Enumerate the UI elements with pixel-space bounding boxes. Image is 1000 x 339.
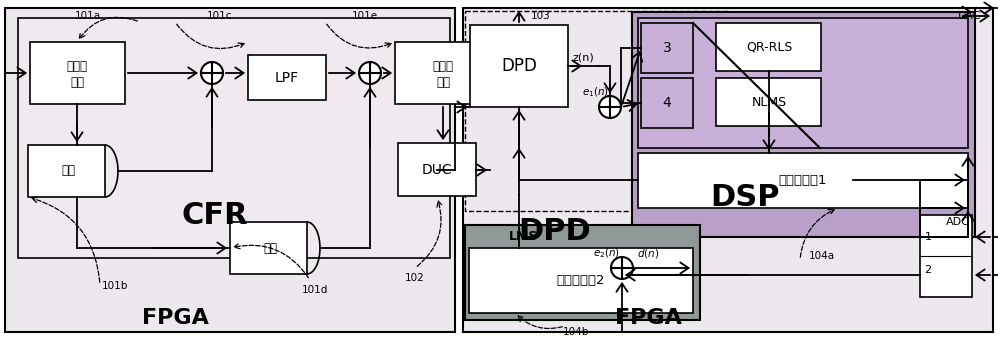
Text: QR-RLS: QR-RLS bbox=[746, 40, 792, 54]
Bar bbox=[465, 225, 700, 320]
Text: 101b: 101b bbox=[102, 281, 128, 291]
Bar bbox=[5, 8, 455, 332]
Text: 101e: 101e bbox=[352, 11, 378, 21]
Text: 自适应算法2: 自适应算法2 bbox=[557, 274, 605, 286]
Bar bbox=[248, 55, 326, 100]
Bar bbox=[638, 18, 968, 148]
Bar bbox=[465, 11, 730, 211]
Bar bbox=[469, 248, 693, 313]
Text: ADC: ADC bbox=[946, 217, 970, 227]
Text: 101a: 101a bbox=[75, 11, 101, 21]
Text: 削峰: 削峰 bbox=[436, 76, 450, 88]
Text: DPD: DPD bbox=[501, 57, 537, 75]
Circle shape bbox=[599, 96, 621, 118]
Bar bbox=[632, 12, 975, 237]
Text: 3: 3 bbox=[663, 41, 671, 55]
Bar bbox=[28, 145, 105, 197]
Bar bbox=[641, 78, 693, 128]
Bar bbox=[395, 42, 490, 104]
Circle shape bbox=[201, 62, 223, 84]
Text: $e_2(n)$: $e_2(n)$ bbox=[593, 246, 621, 260]
Bar bbox=[30, 42, 125, 104]
Text: DAC: DAC bbox=[958, 11, 982, 21]
Bar bbox=[638, 153, 968, 208]
Bar bbox=[463, 8, 993, 332]
Bar bbox=[398, 143, 476, 196]
Text: 1: 1 bbox=[924, 232, 932, 242]
Text: DUC: DUC bbox=[422, 163, 452, 177]
Text: 104b: 104b bbox=[563, 327, 589, 337]
Text: DPD: DPD bbox=[519, 218, 591, 246]
Text: 延时: 延时 bbox=[61, 164, 75, 178]
Text: FPGA: FPGA bbox=[615, 308, 681, 328]
Text: 101c: 101c bbox=[207, 11, 233, 21]
Text: 延时: 延时 bbox=[263, 241, 277, 255]
Bar bbox=[920, 215, 972, 297]
Text: LMS: LMS bbox=[509, 231, 539, 243]
Bar bbox=[18, 18, 450, 258]
Text: $d(n)$: $d(n)$ bbox=[637, 246, 659, 259]
Text: z(n): z(n) bbox=[572, 53, 594, 63]
Text: 104a: 104a bbox=[809, 251, 835, 261]
Text: 自适应算法1: 自适应算法1 bbox=[779, 174, 827, 186]
Text: 极坐标: 极坐标 bbox=[432, 60, 454, 73]
Bar bbox=[230, 222, 307, 274]
Text: 101d: 101d bbox=[302, 285, 328, 295]
Text: DSP: DSP bbox=[710, 183, 780, 213]
Text: FPGA: FPGA bbox=[142, 308, 208, 328]
Bar bbox=[716, 23, 821, 71]
Bar bbox=[716, 78, 821, 126]
Text: 极坐标: 极坐标 bbox=[66, 60, 88, 73]
Circle shape bbox=[359, 62, 381, 84]
Text: 削峰: 削峰 bbox=[70, 76, 84, 88]
Circle shape bbox=[611, 257, 633, 279]
Text: 4: 4 bbox=[663, 96, 671, 110]
Text: NLMS: NLMS bbox=[751, 96, 787, 108]
Bar bbox=[641, 23, 693, 73]
Text: CFR: CFR bbox=[182, 200, 248, 230]
Bar bbox=[470, 25, 568, 107]
Text: 102: 102 bbox=[405, 273, 425, 283]
Text: LPF: LPF bbox=[275, 71, 299, 85]
Text: 2: 2 bbox=[924, 265, 932, 275]
Text: $e_1(n)$: $e_1(n)$ bbox=[582, 85, 610, 99]
Text: 103: 103 bbox=[531, 11, 551, 21]
